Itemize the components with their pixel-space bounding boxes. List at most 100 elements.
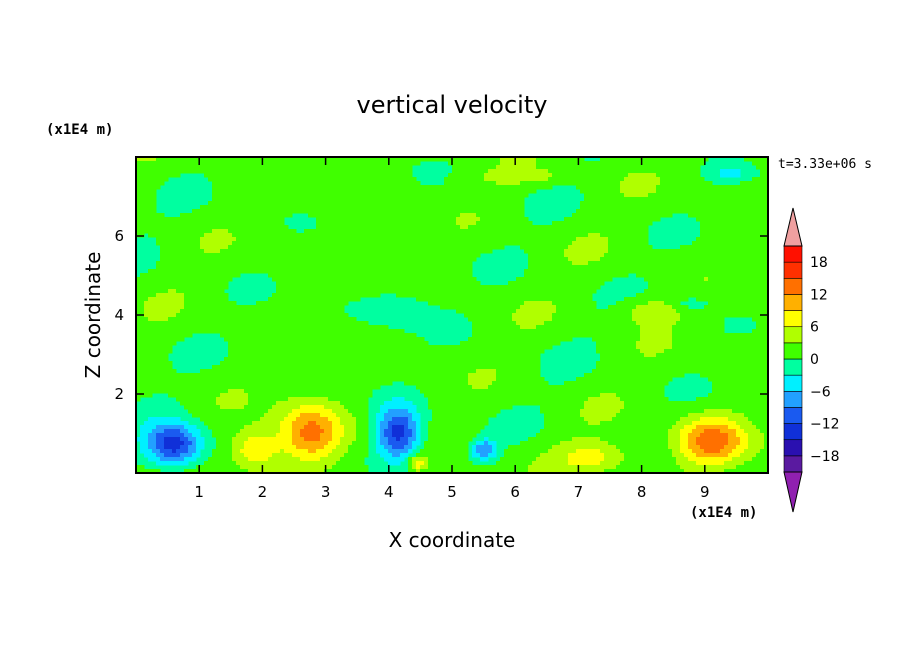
field-cell <box>384 245 389 250</box>
field-cell <box>168 249 173 254</box>
field-cell <box>272 241 277 246</box>
field-cell <box>456 237 461 242</box>
field-cell <box>236 157 241 162</box>
field-cell <box>628 169 633 174</box>
field-cell <box>172 277 177 282</box>
field-cell <box>716 225 721 230</box>
field-cell <box>468 301 473 306</box>
field-cell <box>260 221 265 226</box>
field-cell <box>316 289 321 294</box>
field-cell <box>328 265 333 270</box>
field-cell <box>376 221 381 226</box>
field-cell <box>432 221 437 226</box>
field-cell <box>404 165 409 170</box>
field-cell <box>192 245 197 250</box>
field-cell <box>428 249 433 254</box>
field-cell <box>520 165 525 170</box>
field-cell <box>332 157 337 162</box>
field-cell <box>148 293 153 298</box>
field-cell <box>384 165 389 170</box>
field-cell <box>656 177 661 182</box>
field-cell <box>196 269 201 274</box>
field-cell <box>136 169 141 174</box>
field-cell <box>636 301 641 306</box>
field-cell <box>376 257 381 262</box>
field-cell <box>548 273 553 278</box>
field-cell <box>540 261 545 266</box>
field-cell <box>632 237 637 242</box>
field-cell <box>452 257 457 262</box>
field-cell <box>216 301 221 306</box>
field-cell <box>724 257 729 262</box>
field-cell <box>284 261 289 266</box>
field-cell <box>352 245 357 250</box>
field-cell <box>440 297 445 302</box>
field-cell <box>212 233 217 238</box>
field-cell <box>472 233 477 238</box>
field-cell <box>752 297 757 302</box>
field-cell <box>672 285 677 290</box>
field-cell <box>684 205 689 210</box>
field-cell <box>424 201 429 206</box>
field-cell <box>452 193 457 198</box>
field-cell <box>152 161 157 166</box>
field-cell <box>600 169 605 174</box>
field-cell <box>320 221 325 226</box>
field-cell <box>572 281 577 286</box>
field-cell <box>596 201 601 206</box>
field-cell <box>756 197 761 202</box>
field-cell <box>284 201 289 206</box>
field-cell <box>172 221 177 226</box>
field-cell <box>472 249 477 254</box>
field-cell <box>388 201 393 206</box>
field-cell <box>432 189 437 194</box>
field-cell <box>712 209 717 214</box>
field-cell <box>396 245 401 250</box>
field-cell <box>440 265 445 270</box>
field-cell <box>344 229 349 234</box>
field-cell <box>480 173 485 178</box>
field-cell <box>404 237 409 242</box>
field-cell <box>516 213 521 218</box>
field-cell <box>676 285 681 290</box>
field-cell <box>764 273 768 278</box>
field-cell <box>396 169 401 174</box>
field-cell <box>400 225 405 230</box>
field-cell <box>424 289 429 294</box>
field-cell <box>436 213 441 218</box>
field-cell <box>212 165 217 170</box>
field-cell <box>512 233 517 238</box>
field-cell <box>728 169 733 174</box>
field-cell <box>368 197 373 202</box>
field-cell <box>416 253 421 258</box>
field-cell <box>540 281 545 286</box>
field-cell <box>664 277 669 282</box>
field-cell <box>596 265 601 270</box>
field-cell <box>556 169 561 174</box>
field-cell <box>736 237 741 242</box>
field-cell <box>272 173 277 178</box>
field-cell <box>604 205 609 210</box>
field-cell <box>744 229 749 234</box>
field-cell <box>152 297 157 302</box>
field-cell <box>724 237 729 242</box>
field-cell <box>516 173 521 178</box>
field-cell <box>596 281 601 286</box>
field-cell <box>380 253 385 258</box>
field-cell <box>376 241 381 246</box>
field-cell <box>344 169 349 174</box>
field-cell <box>516 165 521 170</box>
field-cell <box>748 233 753 238</box>
field-cell <box>136 289 141 294</box>
field-cell <box>180 277 185 282</box>
field-cell <box>624 297 629 302</box>
field-cell <box>328 209 333 214</box>
field-cell <box>276 249 281 254</box>
field-cell <box>396 293 401 298</box>
field-cell <box>236 201 241 206</box>
field-cell <box>316 205 321 210</box>
field-cell <box>372 253 377 258</box>
field-cell <box>464 241 469 246</box>
field-cell <box>160 297 165 302</box>
field-cell <box>432 257 437 262</box>
